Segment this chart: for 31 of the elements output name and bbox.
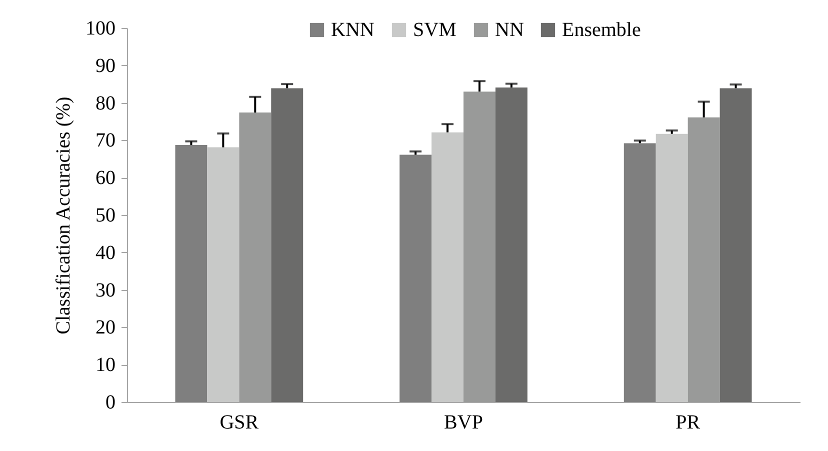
x-tick-label: BVP (444, 412, 483, 434)
bar (400, 154, 432, 402)
bar (624, 143, 656, 402)
legend-label: NN (495, 19, 524, 41)
bar (239, 112, 272, 402)
bar (656, 134, 688, 402)
y-axis-title: Classification Accuracies (%) (52, 96, 74, 334)
y-tick-label: 20 (96, 316, 116, 339)
y-tick-label: 70 (96, 130, 116, 152)
y-tick-label: 100 (86, 18, 116, 40)
legend-label: Ensemble (562, 19, 641, 41)
bar (464, 92, 496, 402)
x-tick-label: PR (676, 412, 701, 434)
y-tick-label: 60 (96, 167, 116, 190)
y-tick-label: 0 (106, 392, 116, 414)
bar (495, 87, 528, 402)
y-tick-label: 90 (96, 54, 116, 77)
y-tick-label: 50 (96, 204, 116, 226)
y-tick-label: 80 (96, 92, 116, 114)
bar (720, 88, 752, 402)
bar (175, 145, 208, 402)
bar (432, 132, 464, 402)
bar (207, 147, 240, 402)
y-tick-label: 10 (96, 354, 116, 376)
y-tick-label: 40 (96, 242, 116, 264)
legend-label: KNN (331, 19, 374, 41)
legend-label: SVM (413, 19, 457, 41)
bar (688, 117, 720, 402)
x-tick-label: GSR (220, 412, 260, 434)
y-tick-label: 30 (96, 279, 116, 302)
bar (271, 88, 304, 402)
